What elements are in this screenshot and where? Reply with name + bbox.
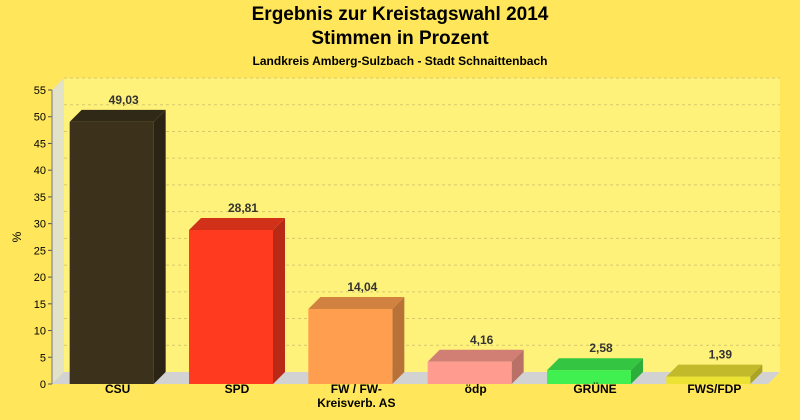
y-tick-label: 15 (34, 299, 46, 311)
bar-side (631, 358, 643, 384)
x-tick-label: Kreisverb. AS (317, 396, 395, 410)
bar (189, 229, 273, 384)
data-label: 49,03 (109, 93, 139, 107)
x-tick-label: FWS/FDP (687, 382, 741, 396)
y-tick-label: 30 (34, 219, 46, 231)
bar-side (153, 109, 166, 385)
y-tick-label: 5 (40, 352, 46, 364)
bar-top (427, 349, 524, 362)
bar-top (69, 109, 166, 122)
x-tick-label: ödp (465, 382, 487, 396)
data-label: 28,81 (228, 201, 258, 215)
bar (427, 361, 512, 384)
bar (308, 308, 393, 384)
data-label: 14,04 (347, 280, 377, 294)
bar-side (392, 296, 405, 384)
bar-top (308, 296, 405, 309)
y-tick-label: 0 (40, 379, 46, 391)
bar-side (273, 217, 285, 384)
bar-top (189, 217, 285, 230)
plot-left-wall (52, 78, 64, 384)
data-label: 4,16 (470, 333, 494, 347)
y-tick-label: 40 (34, 165, 46, 177)
bar-side (511, 349, 524, 384)
chart-title: Ergebnis zur Kreistagswahl 2014 (251, 4, 549, 25)
bar (666, 376, 751, 384)
y-tick-label: 45 (34, 138, 46, 150)
bar-side (750, 364, 763, 384)
y-tick-label: 50 (34, 112, 46, 124)
x-tick-label: FW / FW- (331, 382, 382, 396)
x-tick-label: SPD (225, 382, 250, 396)
bar-top (666, 364, 763, 377)
x-tick-label: CSU (105, 382, 130, 396)
y-tick-label: 35 (34, 192, 46, 204)
y-tick-label: 10 (34, 326, 46, 338)
plot-back-wall (64, 78, 780, 372)
bar (69, 121, 154, 385)
data-label: 1,39 (709, 348, 733, 362)
y-axis-label: % (10, 231, 24, 242)
chart-title-line-2: Stimmen in Prozent (311, 28, 489, 49)
data-label: 2,58 (589, 341, 613, 355)
y-tick-label: 55 (34, 85, 46, 97)
chart-subtitle: Landkreis Amberg-Sulzbach - Stadt Schnai… (252, 54, 548, 68)
bar-top (547, 358, 643, 371)
y-tick-label: 20 (34, 272, 46, 284)
y-tick-label: 25 (34, 245, 46, 257)
x-tick-label: GRÜNE (573, 381, 616, 396)
bar (547, 370, 631, 384)
